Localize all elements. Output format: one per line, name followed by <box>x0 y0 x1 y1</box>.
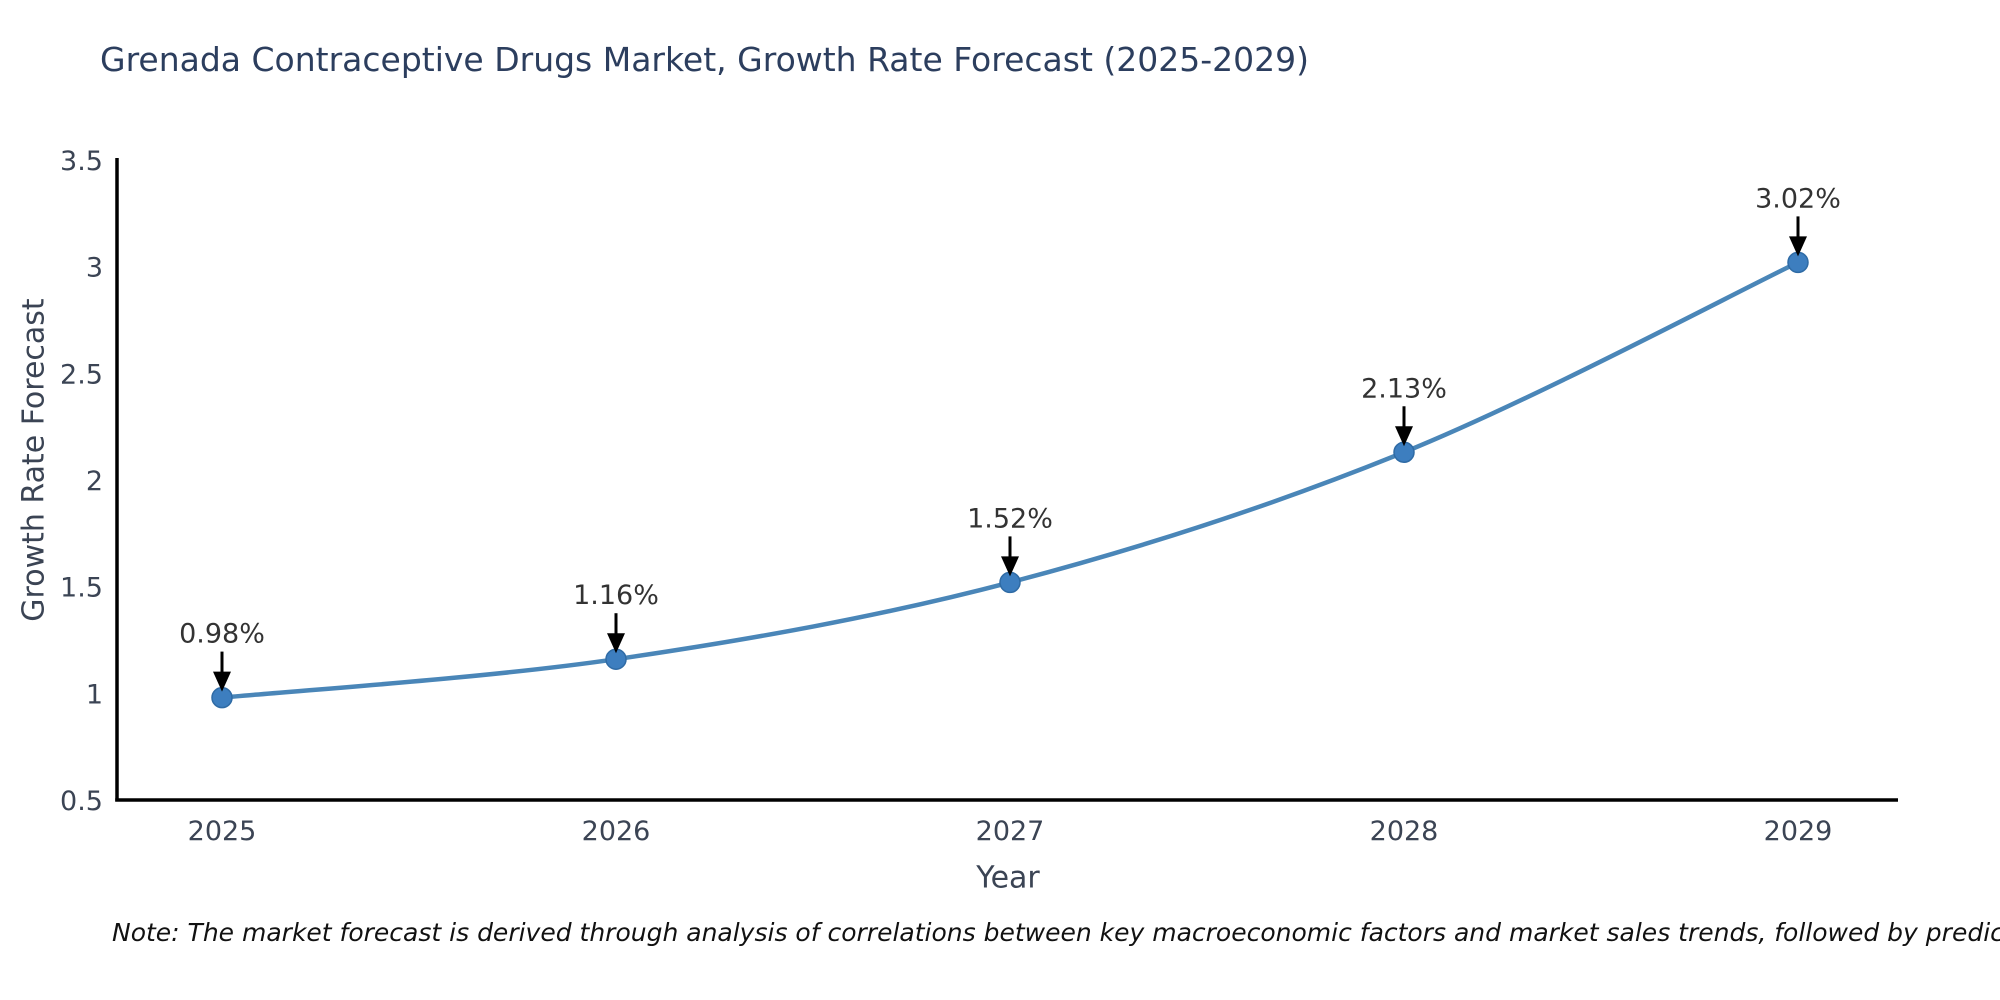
y-tick-label: 1.5 <box>60 573 103 604</box>
x-tick-labels: 2025 2026 2027 2028 2029 <box>188 816 1833 847</box>
y-tick-label: 0.5 <box>60 786 103 817</box>
y-tick-label: 2.5 <box>60 359 103 390</box>
x-tick-label: 2029 <box>1764 816 1833 847</box>
annotation-arrow-head <box>1789 236 1807 257</box>
y-tick-label: 3 <box>86 253 103 284</box>
x-tick-label: 2027 <box>976 816 1045 847</box>
y-tick-label: 3.5 <box>60 146 103 177</box>
footnote: Note: The market forecast is derived thr… <box>112 918 2000 947</box>
x-tick-label: 2026 <box>582 816 651 847</box>
x-tick-label: 2025 <box>188 816 257 847</box>
x-tick-label: 2028 <box>1370 816 1439 847</box>
data-point-markers <box>211 251 1809 709</box>
annotation-arrow-head <box>607 633 625 654</box>
point-annotation-label: 1.52% <box>967 503 1053 534</box>
point-annotation-label: 1.16% <box>573 580 659 611</box>
y-tick-labels: 0.5 1 1.5 2 2.5 3 3.5 <box>60 146 103 817</box>
y-tick-label: 1 <box>86 679 103 710</box>
point-annotation-label: 0.98% <box>179 619 265 650</box>
y-tick-label: 2 <box>86 466 103 497</box>
point-annotations: 0.98% 1.16% 1.52% 2.13% 3.02% <box>179 183 1841 692</box>
point-annotation-label: 2.13% <box>1361 373 1447 404</box>
x-axis-title: Year <box>976 860 1040 896</box>
annotation-arrow-head <box>1395 426 1413 447</box>
chart-title: Grenada Contraceptive Drugs Market, Grow… <box>100 40 1309 79</box>
point-annotation-label: 3.02% <box>1755 183 1841 214</box>
series-line <box>219 260 1801 700</box>
annotation-arrow-head <box>1001 556 1019 577</box>
growth-rate-line <box>219 260 1801 700</box>
annotation-arrow-head <box>213 671 231 692</box>
